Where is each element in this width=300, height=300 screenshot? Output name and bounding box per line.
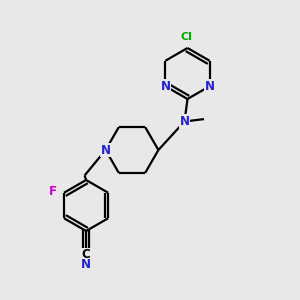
Text: N: N: [160, 80, 170, 93]
Text: N: N: [205, 80, 214, 93]
Text: N: N: [179, 115, 190, 128]
Text: C: C: [82, 248, 91, 262]
Text: Cl: Cl: [180, 32, 192, 42]
Text: N: N: [81, 258, 91, 272]
Text: F: F: [49, 185, 57, 198]
Text: N: N: [100, 143, 111, 157]
